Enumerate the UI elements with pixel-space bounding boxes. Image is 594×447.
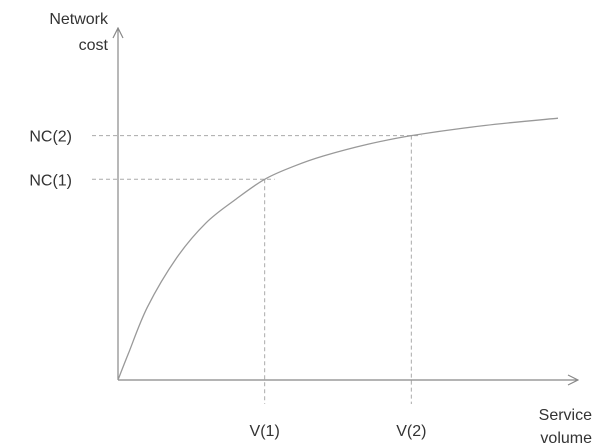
- y-axis-label-line1: Network: [49, 11, 109, 28]
- x-tick-label: V(2): [396, 423, 426, 440]
- x-axis-label-line2: volume: [540, 430, 592, 447]
- y-tick-label: NC(2): [29, 129, 72, 146]
- cost-curve: [117, 117, 559, 381]
- y-axis-label-line2: cost: [79, 37, 109, 54]
- guide-lines: [92, 135, 422, 404]
- x-tick-label: V(1): [250, 423, 280, 440]
- tick-labels: NC(1) NC(2) V(1) V(2): [29, 129, 426, 440]
- y-tick-label: NC(1): [29, 172, 72, 189]
- x-axis-label-line1: Service: [539, 407, 592, 424]
